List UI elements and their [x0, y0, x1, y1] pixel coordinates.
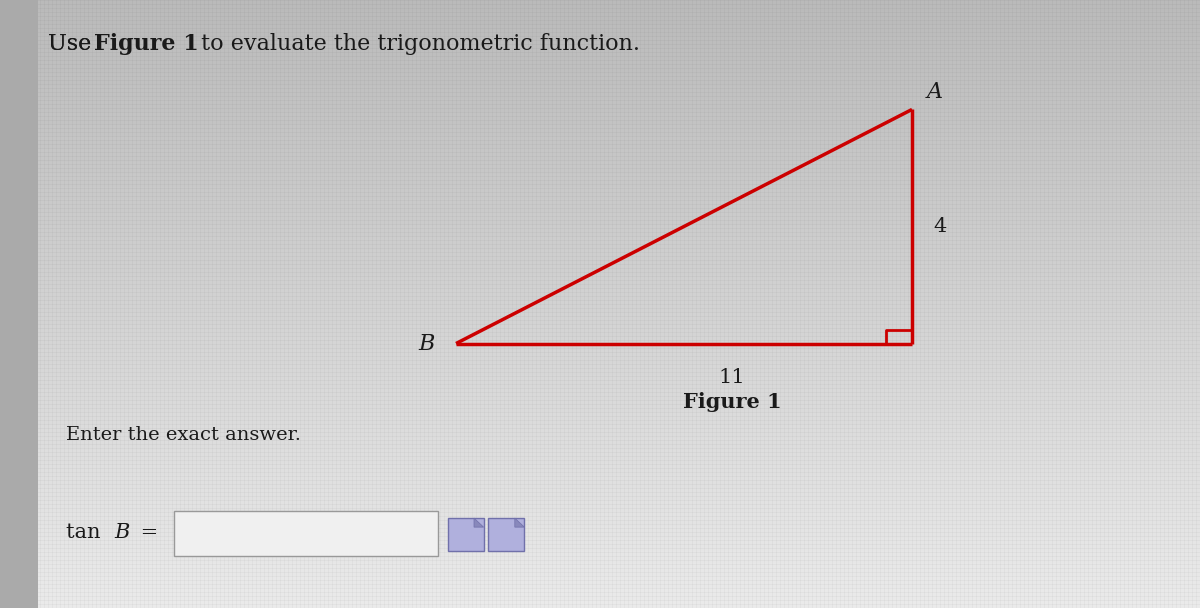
Text: Figure 1: Figure 1	[94, 33, 198, 55]
Text: B: B	[418, 333, 434, 354]
Bar	[0, 0, 38, 608]
Polygon shape	[474, 518, 484, 527]
Text: =: =	[134, 522, 158, 542]
Text: tan: tan	[66, 522, 107, 542]
Text: 4: 4	[934, 217, 947, 236]
Text: Enter the exact answer.: Enter the exact answer.	[66, 426, 301, 444]
Text: 11: 11	[719, 368, 745, 387]
Text: A: A	[926, 81, 942, 103]
Text: to evaluate the trigonometric function.: to evaluate the trigonometric function.	[194, 33, 641, 55]
Text: Use: Use	[48, 33, 98, 55]
FancyBboxPatch shape	[174, 511, 438, 556]
Polygon shape	[515, 518, 524, 527]
Text: Figure 1: Figure 1	[683, 392, 781, 412]
Text: B: B	[114, 522, 130, 542]
FancyBboxPatch shape	[488, 518, 524, 551]
Text: Use: Use	[48, 33, 98, 55]
FancyBboxPatch shape	[448, 518, 484, 551]
